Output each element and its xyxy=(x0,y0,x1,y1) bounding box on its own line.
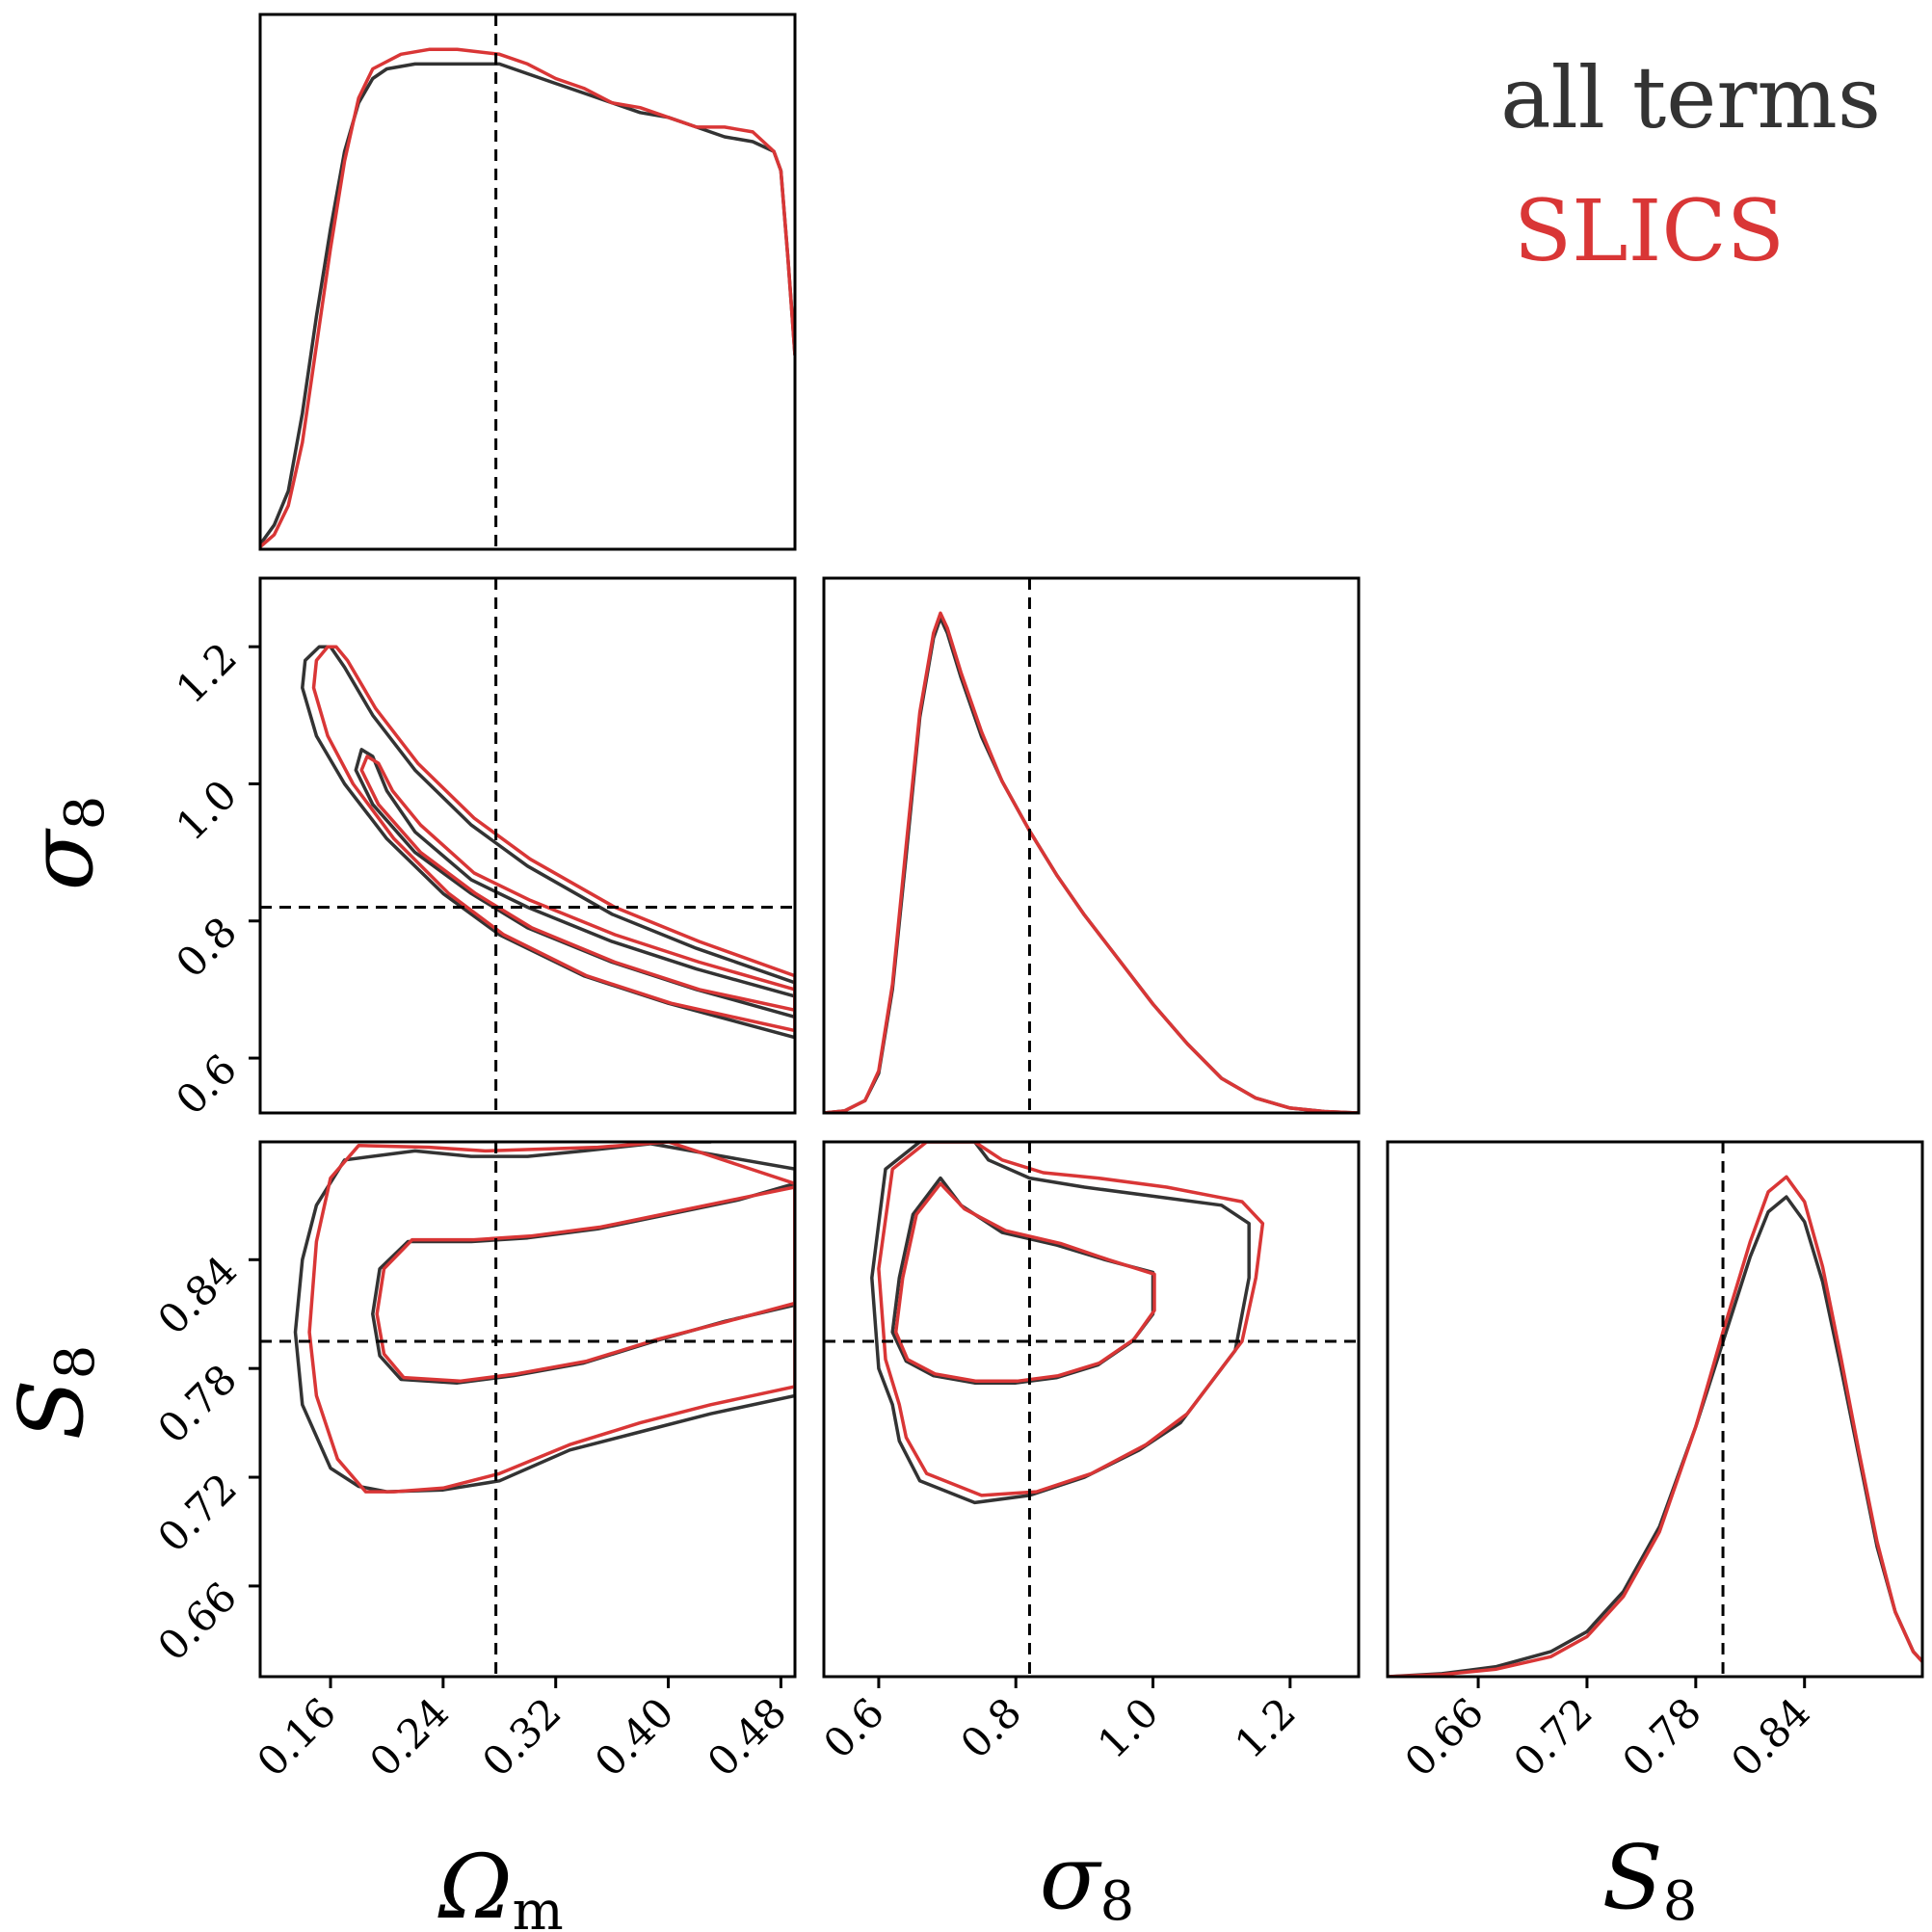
y-axis-title-sigma8: σ8 xyxy=(10,796,117,890)
y-tick-label-S8: 0.66 xyxy=(148,1573,246,1670)
x-tick-label-om: 0.40 xyxy=(586,1688,683,1786)
contour-om_s8-95-slics xyxy=(311,645,795,1033)
panel-frame-om_s8 xyxy=(258,576,797,1115)
y-tick-label-S8: 0.72 xyxy=(148,1464,246,1561)
x-axis-title-S8-main: S xyxy=(1602,1826,1663,1929)
x-tick-label-s8: 0.8 xyxy=(951,1688,1030,1767)
contour-s8_S8-68-slics xyxy=(893,1181,1156,1384)
panel-frame-om xyxy=(258,13,797,551)
legend: all terms SLICS xyxy=(1500,48,1881,280)
x-tick-label-S8: 0.84 xyxy=(1722,1688,1819,1786)
panel-frame-s8_S8 xyxy=(822,1140,1361,1679)
contour-om_s8-68-slics xyxy=(359,754,795,1013)
contour-panel-om_S8 xyxy=(260,1142,795,1677)
y-tick-label-S8: 0.78 xyxy=(148,1356,246,1453)
svg-text:σ8: σ8 xyxy=(1040,1826,1134,1932)
y-tick-label-S8: 0.84 xyxy=(148,1247,246,1344)
marginal-curve-S8-slics xyxy=(1388,1175,1922,1677)
contour-panel-om_s8 xyxy=(260,578,795,1113)
x-tick-label-s8: 0.6 xyxy=(814,1688,893,1767)
y-axis-title-S8: S8 xyxy=(0,1345,107,1441)
y-tick-label-s8: 0.6 xyxy=(167,1045,246,1124)
x-axis-title-sigma8: σ8 xyxy=(1040,1826,1134,1932)
contour-s8_S8-95-all-terms xyxy=(870,1142,1251,1505)
y-axis-title-sigma8-main: σ xyxy=(10,828,113,890)
marginal-curve-S8-all-terms xyxy=(1388,1195,1922,1677)
x-tick-label-om: 0.24 xyxy=(360,1688,458,1786)
contour-om_s8-68-all-terms xyxy=(354,748,795,1019)
svg-text:S8: S8 xyxy=(1602,1826,1698,1932)
x-tick-label-om: 0.16 xyxy=(248,1688,345,1786)
marginal-curve-om-all-terms xyxy=(260,62,795,546)
panel-frame-s8 xyxy=(822,576,1361,1115)
x-tick-label-s8: 1.2 xyxy=(1226,1688,1305,1767)
x-tick-label-om: 0.32 xyxy=(473,1688,570,1786)
contour-om_S8-68-all-terms xyxy=(371,1181,795,1385)
y-axis-title-sigma8-sub: 8 xyxy=(54,796,117,831)
contour-om_S8-95-slics xyxy=(307,1142,795,1494)
y-axis-title-S8-main: S xyxy=(0,1379,103,1440)
x-tick-label-S8: 0.72 xyxy=(1504,1688,1601,1786)
x-axis-title-sigma8-main: σ xyxy=(1040,1826,1102,1929)
panel-frame-om_S8 xyxy=(258,1140,797,1679)
x-axis-title-omega-m: Ωm xyxy=(437,1836,563,1932)
x-axis-title-sigma8-sub: 8 xyxy=(1100,1870,1135,1932)
contour-s8_S8-95-slics xyxy=(877,1142,1265,1497)
y-tick-label-s8: 1.2 xyxy=(167,634,246,713)
marginal-curve-s8-slics xyxy=(824,611,1359,1113)
y-tick-label-s8: 0.8 xyxy=(167,908,246,987)
svg-text:Ωm: Ωm xyxy=(437,1836,563,1932)
svg-text:S8: S8 xyxy=(0,1345,107,1441)
x-axis-title-S8: S8 xyxy=(1602,1826,1698,1932)
x-tick-label-S8: 0.66 xyxy=(1395,1688,1493,1786)
x-tick-label-S8: 0.78 xyxy=(1613,1688,1710,1786)
x-axis-title-S8-sub: 8 xyxy=(1663,1870,1698,1932)
y-tick-label-s8: 1.0 xyxy=(167,771,246,850)
contour-om_S8-95-all-terms xyxy=(293,1142,795,1494)
marginal-curve-om-slics xyxy=(260,47,795,548)
svg-text:σ8: σ8 xyxy=(10,796,117,890)
x-axis-title-omega-m-main: Ω xyxy=(437,1836,512,1932)
x-tick-label-s8: 1.0 xyxy=(1089,1688,1168,1767)
marginal-panel-om xyxy=(260,14,795,549)
legend-entry-slics: SLICS xyxy=(1514,181,1785,280)
contour-om_s8-95-all-terms xyxy=(301,645,795,1040)
contour-om_S8-68-slics xyxy=(375,1185,795,1384)
legend-entry-all-terms: all terms xyxy=(1500,48,1881,147)
panel-frame-S8 xyxy=(1386,1140,1924,1679)
y-axis-title-S8-sub: 8 xyxy=(44,1345,107,1380)
marginal-panel-S8 xyxy=(1388,1142,1922,1677)
x-tick-label-om: 0.48 xyxy=(699,1688,796,1786)
marginal-panel-s8 xyxy=(824,578,1359,1113)
contour-panel-s8_S8 xyxy=(824,1142,1359,1677)
x-axis-title-omega-m-sub: m xyxy=(513,1880,564,1932)
